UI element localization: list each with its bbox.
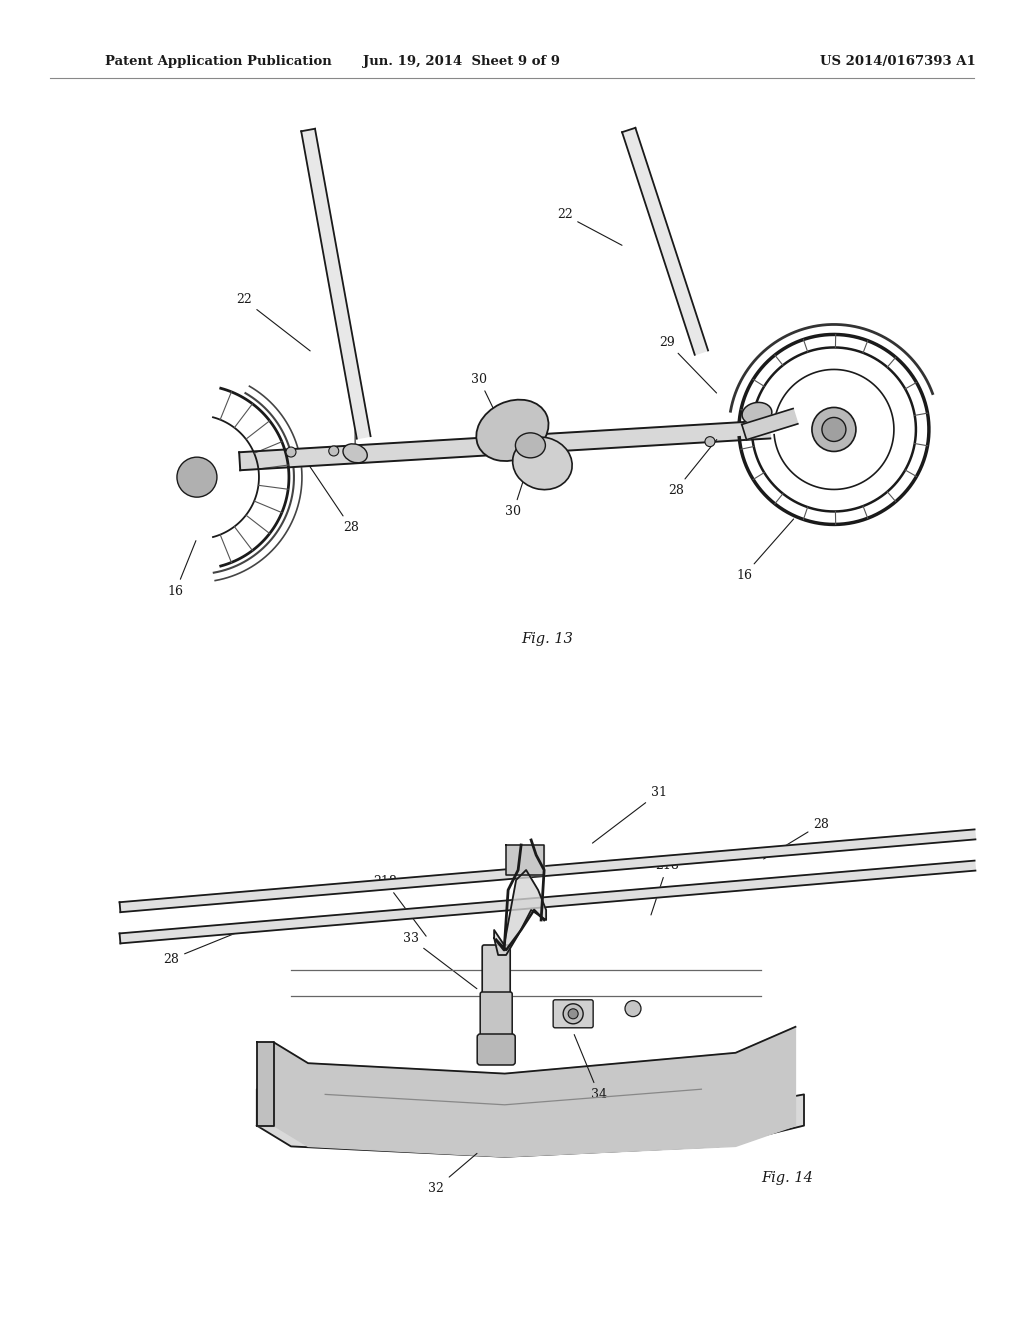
Text: Patent Application Publication: Patent Application Publication [105, 55, 332, 69]
Text: 33: 33 [402, 932, 477, 989]
Text: 30: 30 [471, 372, 504, 429]
Ellipse shape [513, 437, 572, 490]
Text: 16: 16 [736, 519, 794, 582]
Text: 16: 16 [168, 541, 196, 598]
Text: 28: 28 [164, 929, 246, 966]
Text: 28: 28 [764, 817, 829, 859]
Text: 31: 31 [593, 787, 667, 843]
Polygon shape [120, 829, 976, 912]
Polygon shape [301, 129, 371, 438]
FancyBboxPatch shape [480, 993, 512, 1041]
FancyBboxPatch shape [477, 1034, 515, 1065]
Circle shape [568, 1008, 579, 1019]
Ellipse shape [742, 403, 772, 425]
Polygon shape [741, 409, 798, 440]
Circle shape [286, 447, 296, 457]
Circle shape [822, 417, 846, 441]
Text: US 2014/0167393 A1: US 2014/0167393 A1 [820, 55, 976, 69]
FancyBboxPatch shape [553, 999, 593, 1028]
Polygon shape [120, 861, 976, 944]
Text: Jun. 19, 2014  Sheet 9 of 9: Jun. 19, 2014 Sheet 9 of 9 [364, 55, 560, 69]
Polygon shape [257, 1043, 273, 1126]
Polygon shape [495, 870, 546, 954]
Text: 30: 30 [505, 461, 529, 517]
FancyBboxPatch shape [482, 945, 510, 1005]
Text: 34: 34 [574, 1035, 607, 1101]
Text: Fig. 13: Fig. 13 [521, 632, 573, 645]
Circle shape [705, 437, 715, 446]
Text: Fig. 14: Fig. 14 [761, 1171, 813, 1184]
Text: 22: 22 [237, 293, 310, 351]
Circle shape [177, 457, 217, 498]
Text: 32: 32 [428, 1154, 477, 1195]
Text: 28: 28 [668, 440, 717, 496]
Ellipse shape [343, 444, 368, 463]
Circle shape [625, 1001, 641, 1016]
Ellipse shape [476, 400, 549, 461]
Polygon shape [622, 128, 708, 355]
Polygon shape [257, 1089, 804, 1156]
Circle shape [812, 408, 856, 451]
Text: 218: 218 [373, 875, 426, 936]
Ellipse shape [515, 433, 546, 458]
Text: 29: 29 [347, 388, 362, 445]
Circle shape [563, 1003, 583, 1024]
Text: 29: 29 [659, 335, 717, 393]
Polygon shape [506, 845, 544, 875]
Polygon shape [240, 421, 770, 470]
Text: 22: 22 [557, 209, 622, 246]
Text: 218: 218 [651, 859, 679, 915]
Circle shape [329, 446, 339, 455]
Text: 28: 28 [309, 466, 358, 535]
Polygon shape [273, 1027, 796, 1156]
